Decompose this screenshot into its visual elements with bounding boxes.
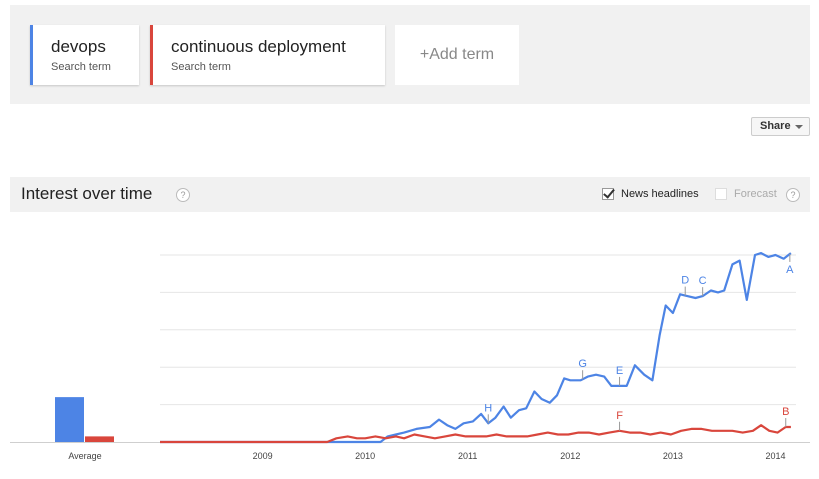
share-button[interactable]: Share (751, 117, 810, 136)
x-tick-label: 2011 (458, 451, 477, 461)
interest-over-time-header: Interest over time ? News headlines Fore… (10, 177, 810, 212)
x-axis-ticks: 2009 2010 2011 2012 2013 2014 (253, 451, 786, 461)
series-line-devops (160, 252, 792, 444)
section-title: Interest over time (21, 184, 153, 203)
annotation-g: G (578, 358, 587, 380)
search-term-type: Search term (171, 61, 231, 73)
share-label: Share (760, 120, 791, 132)
annotation-e: E (616, 365, 623, 386)
x-tick-label: 2010 (355, 451, 375, 461)
forecast-help-icon[interactable]: ? (786, 188, 800, 202)
annotation-label: A (786, 264, 794, 276)
news-headlines-label: News headlines (621, 188, 699, 200)
annotation-c: C (699, 275, 707, 297)
annotation-b: B (782, 406, 789, 428)
average-label: Average (68, 451, 101, 461)
x-tick-label: 2014 (765, 451, 785, 461)
annotation-d: D (681, 275, 689, 296)
series-lines (160, 252, 792, 444)
search-terms-bar: devops Search term continuous deployment… (10, 5, 810, 104)
annotation-label: C (699, 275, 707, 287)
help-icon[interactable]: ? (176, 188, 190, 202)
annotation-label: E (616, 365, 623, 377)
annotation-a: A (786, 253, 794, 276)
x-tick-label: 2013 (663, 451, 683, 461)
x-tick-label: 2009 (253, 451, 273, 461)
x-tick-label: 2012 (560, 451, 580, 461)
grid-lines (10, 254, 810, 443)
forecast-label: Forecast (734, 188, 777, 200)
news-annotations: A B CD E F G H (484, 253, 794, 431)
search-term-card-devops[interactable]: devops Search term (30, 25, 139, 85)
annotation-label: D (681, 275, 689, 287)
annotation-f: F (616, 410, 623, 431)
annotation-label: B (782, 406, 789, 418)
annotation-label: F (616, 410, 623, 422)
search-term-name: continuous deployment (171, 37, 346, 56)
average-bar-continuous-deployment (85, 436, 114, 442)
annotation-label: G (578, 358, 587, 370)
annotation-label: H (484, 402, 492, 414)
annotation-h: H (484, 402, 492, 424)
average-bar-devops (55, 397, 84, 442)
add-term-button[interactable]: +Add term (395, 25, 519, 85)
series-line-continuous-deployment (160, 424, 791, 444)
forecast-checkbox[interactable] (715, 188, 727, 200)
search-term-name: devops (51, 37, 106, 56)
search-term-type: Search term (51, 61, 111, 73)
search-term-card-continuous-deployment[interactable]: continuous deployment Search term (150, 25, 385, 85)
news-headlines-checkbox[interactable] (602, 186, 615, 200)
chevron-down-icon (795, 125, 803, 129)
average-bars: Average (55, 397, 114, 461)
